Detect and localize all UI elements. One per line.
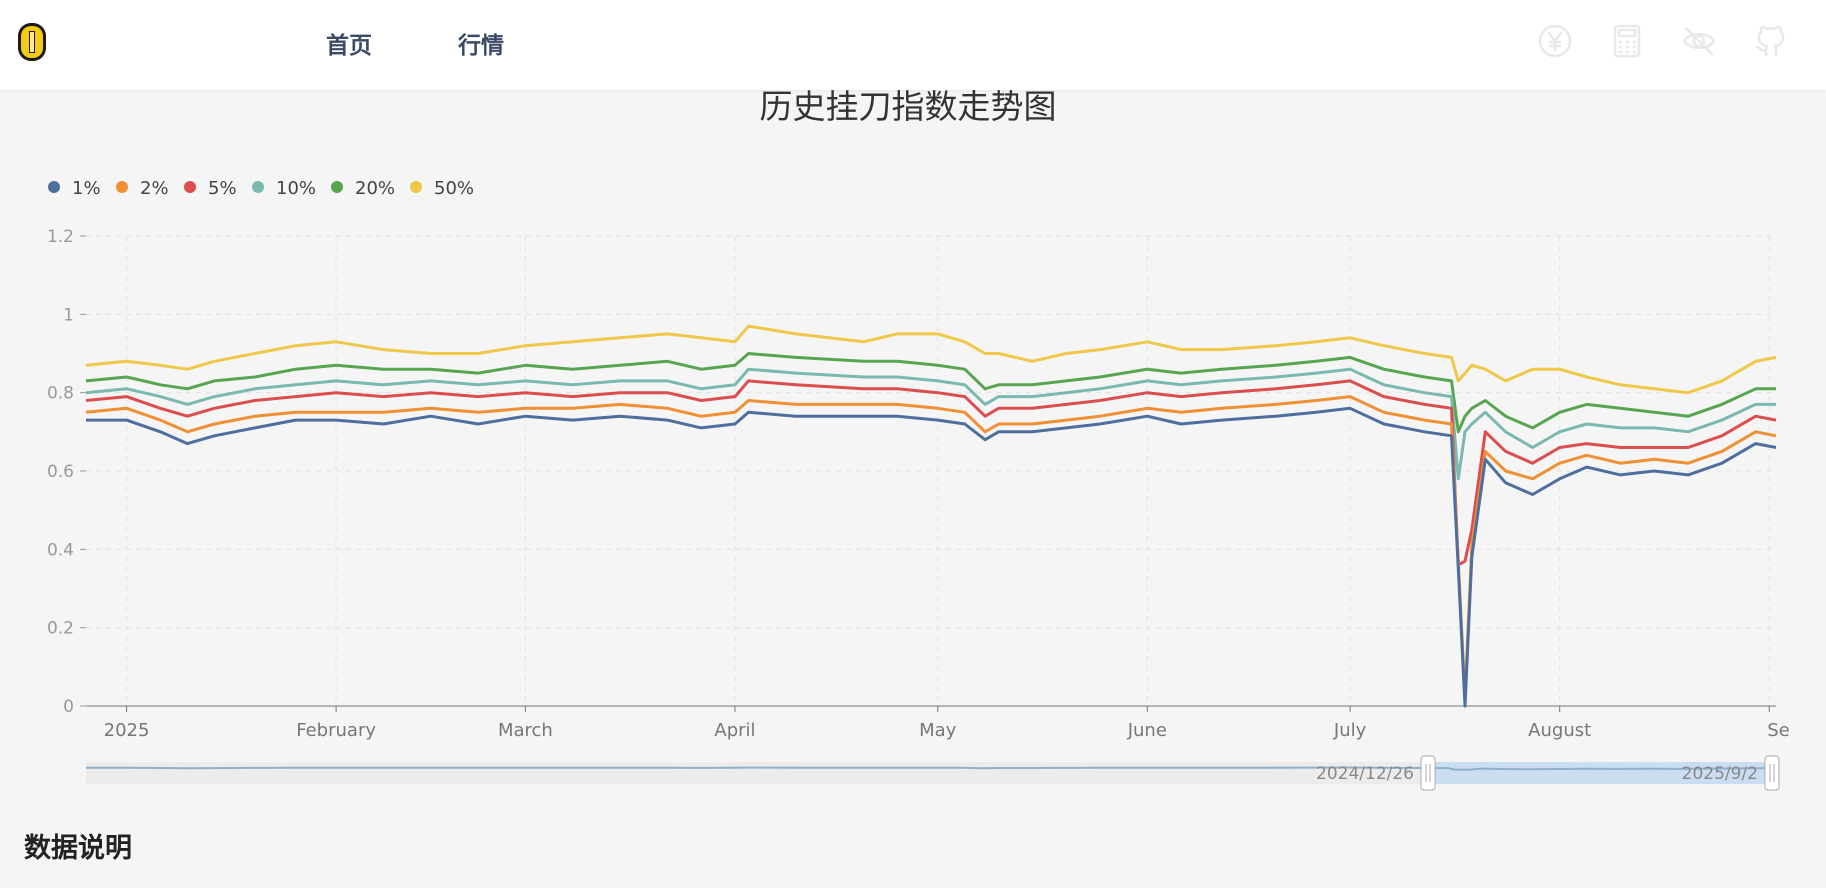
data-description-heading: 数据说明: [24, 833, 132, 864]
series-line: [85, 324, 1777, 395]
legend-item[interactable]: 20%: [331, 178, 395, 199]
legend-marker: [410, 181, 422, 193]
y-tick-label: 0.8: [47, 384, 74, 404]
legend-label: 5%: [208, 178, 237, 199]
legend-marker: [48, 181, 60, 193]
legend-label: 20%: [355, 178, 395, 199]
github-icon[interactable]: [1752, 22, 1790, 60]
legend-item[interactable]: 2%: [116, 178, 169, 199]
chart-grid: [86, 235, 1776, 706]
datazoom-slider[interactable]: 2024/12/26 2025/9/2: [86, 755, 1780, 791]
x-axis: 2025FebruaryMarchAprilMayJuneJulyAugustS…: [86, 705, 1826, 746]
legend-marker: [184, 181, 196, 193]
series-line: [86, 406, 1777, 708]
series-line: [85, 395, 1777, 700]
yen-icon[interactable]: [1536, 22, 1574, 60]
datazoom-start-handle[interactable]: [1420, 755, 1436, 791]
datazoom-end-handle[interactable]: [1764, 755, 1780, 791]
y-tick-label: 0.6: [47, 462, 74, 482]
legend-marker: [252, 181, 264, 193]
handle-grip[interactable]: [1420, 755, 1436, 791]
datazoom-window[interactable]: [1428, 762, 1772, 784]
series-line: [85, 379, 1777, 567]
legend-item[interactable]: 10%: [252, 178, 316, 199]
x-tick-label: February: [296, 720, 376, 741]
chart-legend[interactable]: 1% 2% 5% 10% 20% 50%: [48, 178, 474, 199]
legend-label: 2%: [140, 178, 169, 199]
series-line: [85, 367, 1776, 481]
y-axis: 0 0.2 0.4 0.6 0.8 1 1.2: [47, 227, 86, 717]
coin-logo-icon[interactable]: [16, 21, 48, 63]
datazoom-end-label: 2025/9/2: [1682, 764, 1758, 784]
y-tick-label: 1.2: [47, 227, 74, 247]
nav-market-link[interactable]: 行情: [458, 33, 504, 59]
legend-marker: [331, 181, 343, 193]
legend-item[interactable]: 1%: [48, 178, 101, 199]
series-lines: [85, 324, 1777, 708]
nav-home-link[interactable]: 首页: [326, 33, 372, 59]
legend-item[interactable]: 50%: [410, 178, 474, 199]
x-tick-label: April: [714, 720, 755, 741]
legend-marker: [116, 181, 128, 193]
x-label-clip: [1790, 714, 1826, 746]
legend-label: 10%: [276, 178, 316, 199]
x-tick-label: May: [919, 720, 957, 741]
series-line: [85, 352, 1776, 434]
x-tick-label: 2025: [104, 720, 150, 741]
chart-title: 历史挂刀指数走势图: [760, 90, 1057, 126]
legend-label: 1%: [72, 178, 101, 199]
legend-label: 50%: [434, 178, 474, 199]
datazoom-preview: [86, 766, 1773, 771]
y-tick-label: 1: [63, 305, 74, 325]
datazoom-start-label: 2024/12/26: [1316, 764, 1414, 784]
y-tick-label: 0: [63, 697, 74, 717]
x-tick-label: July: [1333, 720, 1367, 741]
x-tick-label: June: [1127, 720, 1167, 741]
x-tick-label: August: [1528, 720, 1591, 741]
eye-off-icon[interactable]: [1680, 22, 1718, 60]
calculator-icon[interactable]: [1608, 22, 1646, 60]
x-tick-label: March: [498, 720, 553, 741]
index-line-chart[interactable]: 历史挂刀指数走势图 1% 2% 5% 10% 20% 50% 0 0.2 0.4 0.6 0.8 1…: [0, 90, 1826, 810]
legend-item[interactable]: 5%: [184, 178, 237, 199]
y-tick-label: 0.2: [47, 619, 74, 639]
y-tick-label: 0.4: [47, 540, 74, 560]
handle-grip[interactable]: [1764, 755, 1780, 791]
top-navbar: 首页 行情: [0, 0, 1826, 90]
